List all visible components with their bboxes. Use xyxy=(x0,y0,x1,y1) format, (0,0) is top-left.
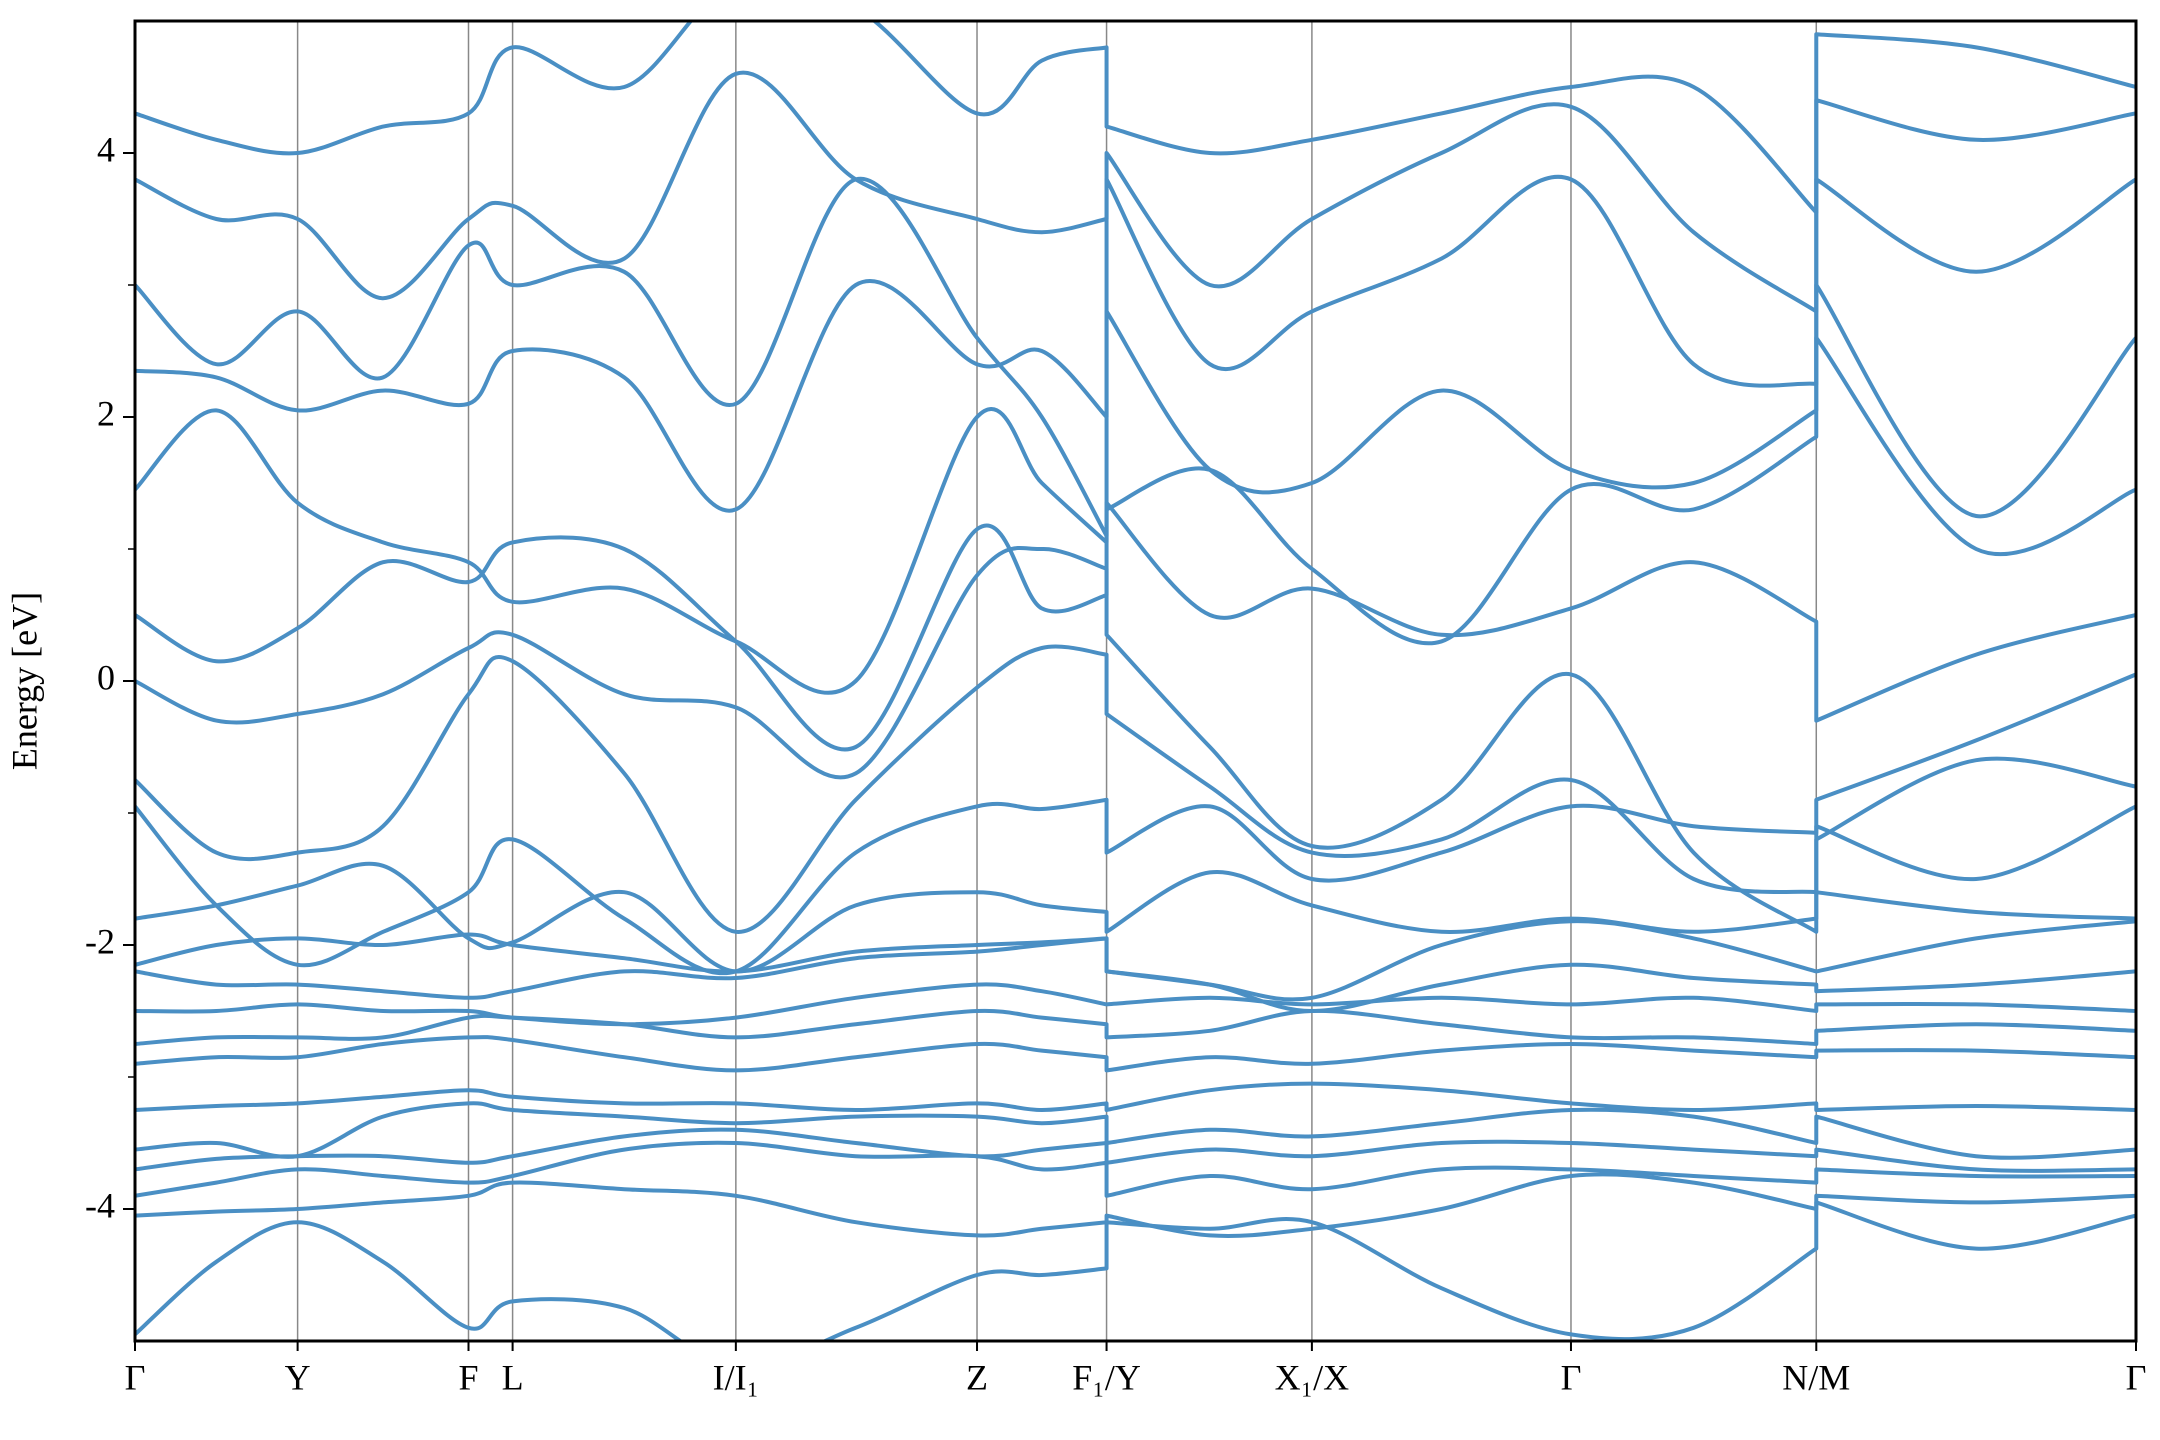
y-tick-label: 0 xyxy=(97,657,115,697)
x-tick-label: N/M xyxy=(1782,1357,1850,1397)
band-line xyxy=(135,174,2136,538)
plot-frame xyxy=(133,19,2138,1343)
band-line xyxy=(135,1035,2136,1073)
y-tick-label: 2 xyxy=(97,393,115,433)
band-line xyxy=(135,936,2136,1013)
x-tick-label: I/I₁ xyxy=(713,1357,760,1397)
y-tick-label: 4 xyxy=(97,129,115,169)
band-line xyxy=(135,1127,2136,1173)
band-line xyxy=(135,279,2136,519)
band-line xyxy=(135,1081,2136,1112)
x-tick-label: L xyxy=(502,1357,524,1397)
x-tick-label: Γ xyxy=(1561,1357,1582,1397)
x-tick-label: X₁/X xyxy=(1275,1357,1350,1397)
x-tick-label: F₁/Y xyxy=(1072,1357,1141,1397)
band-line xyxy=(135,1101,2136,1160)
band-line xyxy=(135,70,2136,314)
x-tick-label: Γ xyxy=(2126,1357,2147,1397)
y-tick-label: -2 xyxy=(85,921,115,961)
band-line xyxy=(135,1200,2136,1341)
x-tick-label: Γ xyxy=(125,1357,146,1397)
band-line xyxy=(135,1172,2136,1238)
band-line xyxy=(135,335,2136,695)
band-line xyxy=(135,1008,2136,1046)
bands xyxy=(135,21,2136,1341)
x-tick-label: Y xyxy=(285,1357,311,1397)
band-line xyxy=(135,861,2136,974)
band-line xyxy=(135,1140,2136,1198)
band-line xyxy=(135,982,2136,1027)
band-line xyxy=(135,919,2136,1002)
band-line xyxy=(135,545,2136,934)
x-tick-label: Z xyxy=(966,1357,988,1397)
x-tick-label: F xyxy=(458,1357,478,1397)
y-tick-label: -4 xyxy=(85,1185,115,1225)
y-axis-label: Energy [eV] xyxy=(4,592,44,770)
band-line xyxy=(135,644,2136,934)
band-line xyxy=(135,500,2136,752)
band-line xyxy=(135,797,2136,976)
band-line xyxy=(135,21,2136,215)
